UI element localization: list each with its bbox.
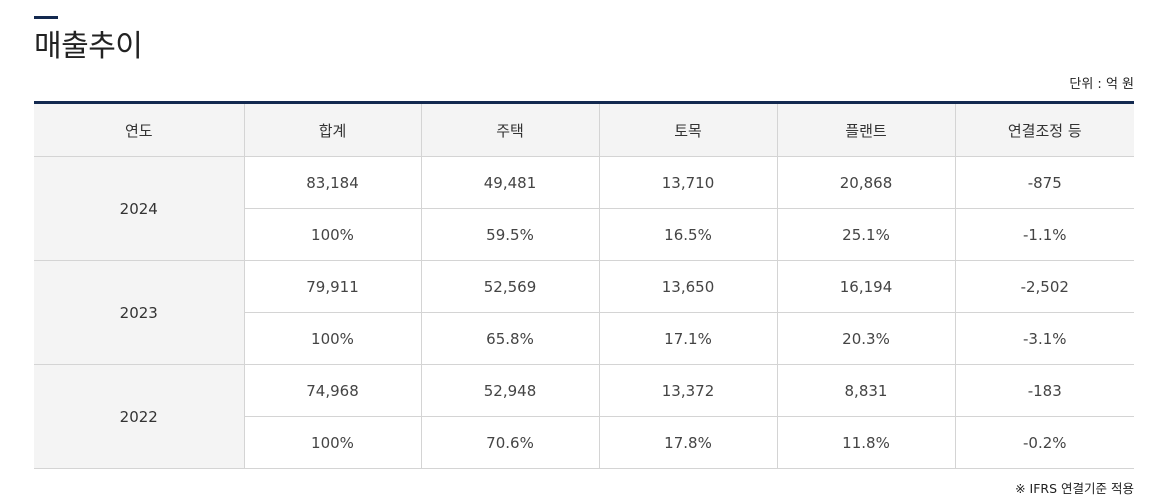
amount-cell: 13,710 bbox=[598, 156, 777, 209]
ratio-cell: 65.8% bbox=[420, 312, 599, 365]
footnote: ※ IFRS 연결기준 적용 bbox=[1015, 481, 1134, 496]
header-adjustment: 연결조정 등 bbox=[954, 102, 1134, 157]
ratio-cell: -1.1% bbox=[954, 208, 1134, 261]
ratio-cell: 16.5% bbox=[598, 208, 777, 261]
header-year: 연도 bbox=[34, 102, 244, 157]
amount-cell: 20,868 bbox=[776, 156, 955, 209]
table-row: 100% 59.5% 16.5% 25.1% -1.1% bbox=[34, 208, 1134, 261]
table-row: 2024 83,184 49,481 13,710 20,868 -875 bbox=[34, 156, 1134, 261]
year-cell: 2024 bbox=[34, 156, 244, 261]
header-plant: 플랜트 bbox=[776, 102, 955, 157]
table-row: 100% 70.6% 17.8% 11.8% -0.2% bbox=[34, 416, 1134, 469]
ratio-cell: -0.2% bbox=[954, 416, 1134, 469]
amount-cell: 52,569 bbox=[420, 260, 599, 313]
header-housing: 주택 bbox=[420, 102, 599, 157]
table-row: 2023 79,911 52,569 13,650 16,194 -2,502 bbox=[34, 260, 1134, 365]
sales-trend-table: 연도 합계 주택 토목 플랜트 연결조정 등 2024 83,184 49,48… bbox=[34, 101, 1134, 469]
header-civil: 토목 bbox=[598, 102, 777, 157]
page-title: 매출추이 bbox=[34, 29, 143, 64]
ratio-cell: 11.8% bbox=[776, 416, 955, 469]
amount-cell: 16,194 bbox=[776, 260, 955, 313]
amount-cell: -183 bbox=[954, 364, 1134, 417]
ratio-cell: 25.1% bbox=[776, 208, 955, 261]
amount-cell: 13,650 bbox=[598, 260, 777, 313]
amount-cell: 8,831 bbox=[776, 364, 955, 417]
ratio-cell: 59.5% bbox=[420, 208, 599, 261]
unit-label: 단위 : 억 원 bbox=[1069, 77, 1134, 92]
header-total: 합계 bbox=[243, 102, 421, 157]
table-row: 2022 74,968 52,948 13,372 8,831 -183 bbox=[34, 364, 1134, 469]
ratio-cell: 70.6% bbox=[420, 416, 599, 469]
amount-cell: 79,911 bbox=[243, 260, 421, 313]
year-cell: 2022 bbox=[34, 364, 244, 469]
amount-cell: 83,184 bbox=[243, 156, 421, 209]
ratio-cell: 20.3% bbox=[776, 312, 955, 365]
ratio-cell: 100% bbox=[243, 208, 421, 261]
table-header-row: 연도 합계 주택 토목 플랜트 연결조정 등 bbox=[34, 102, 1134, 157]
ratio-cell: 100% bbox=[243, 312, 421, 365]
ratio-cell: 17.8% bbox=[598, 416, 777, 469]
amount-cell: -2,502 bbox=[954, 260, 1134, 313]
table-row: 100% 65.8% 17.1% 20.3% -3.1% bbox=[34, 312, 1134, 365]
amount-cell: 13,372 bbox=[598, 364, 777, 417]
title-accent-bar bbox=[34, 16, 58, 19]
year-cell: 2023 bbox=[34, 260, 244, 365]
ratio-cell: -3.1% bbox=[954, 312, 1134, 365]
ratio-cell: 17.1% bbox=[598, 312, 777, 365]
amount-cell: 52,948 bbox=[420, 364, 599, 417]
ratio-cell: 100% bbox=[243, 416, 421, 469]
amount-cell: -875 bbox=[954, 156, 1134, 209]
amount-cell: 74,968 bbox=[243, 364, 421, 417]
amount-cell: 49,481 bbox=[420, 156, 599, 209]
